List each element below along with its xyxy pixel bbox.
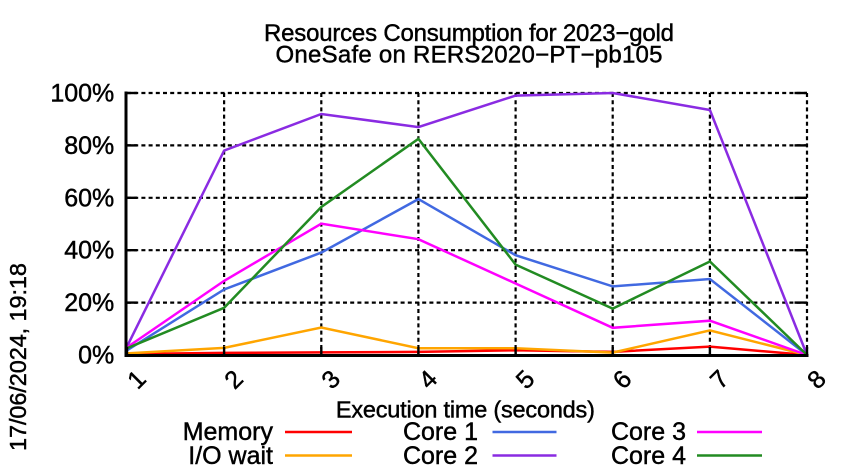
svg-text:0%: 0% <box>78 342 114 370</box>
svg-text:Memory: Memory <box>183 418 274 446</box>
svg-text:Resources Consumption for 2023: Resources Consumption for 2023−gold <box>264 20 674 47</box>
svg-text:Core 3: Core 3 <box>611 418 686 446</box>
svg-text:80%: 80% <box>64 132 114 160</box>
svg-text:20%: 20% <box>64 289 114 317</box>
svg-text:100%: 100% <box>50 80 114 108</box>
svg-text:17/06/2024, 19:18: 17/06/2024, 19:18 <box>5 263 31 451</box>
svg-text:Core 4: Core 4 <box>611 442 686 470</box>
svg-text:40%: 40% <box>64 237 114 265</box>
svg-text:I/O wait: I/O wait <box>188 442 273 470</box>
svg-text:OneSafe on RERS2020−PT−pb105: OneSafe on RERS2020−PT−pb105 <box>276 42 663 69</box>
svg-text:Core 2: Core 2 <box>403 442 478 470</box>
svg-text:Execution time (seconds): Execution time (seconds) <box>336 396 595 422</box>
svg-text:60%: 60% <box>64 184 114 212</box>
svg-text:Core 1: Core 1 <box>403 418 478 446</box>
